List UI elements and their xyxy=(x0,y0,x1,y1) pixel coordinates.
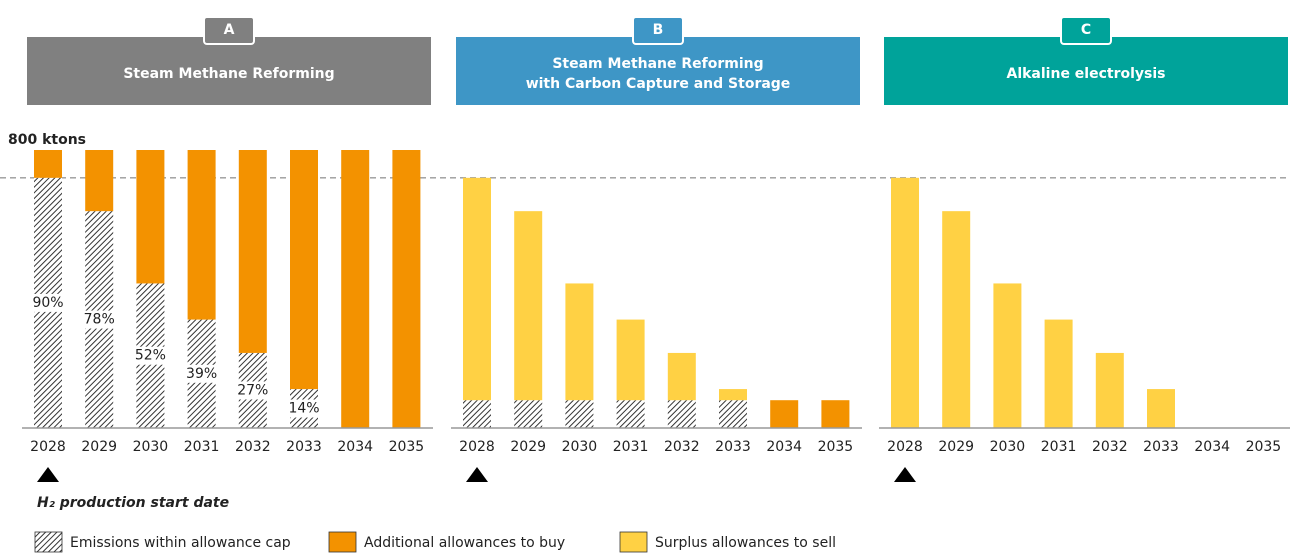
bar-segment xyxy=(1095,352,1124,428)
legend-swatch xyxy=(619,531,648,553)
x-tick-label: 2034 xyxy=(766,439,802,455)
bar-segment xyxy=(392,150,421,428)
x-tick-label: 2033 xyxy=(1143,439,1179,455)
y-tick-label: 800 ktons xyxy=(8,132,86,148)
x-tick-label: 2032 xyxy=(664,439,700,455)
legend-swatch xyxy=(34,531,63,553)
x-tick-label: 2031 xyxy=(1041,439,1077,455)
bar-segment xyxy=(34,150,62,178)
bar-segment xyxy=(85,150,114,212)
x-tick-label: 2028 xyxy=(887,439,923,455)
start-marker xyxy=(466,467,488,482)
bar-segment xyxy=(667,400,696,428)
x-tick-label: 2033 xyxy=(715,439,751,455)
bar-segment xyxy=(463,177,491,401)
bar-segment xyxy=(770,400,799,428)
label-bg xyxy=(82,310,117,329)
data-label: 14% xyxy=(288,401,319,417)
panel-header: Steam Methane Reforming xyxy=(27,37,431,105)
start-marker xyxy=(37,467,59,482)
x-tick-label: 2028 xyxy=(30,439,66,455)
x-tick-label: 2029 xyxy=(938,439,974,455)
bar-segment xyxy=(1147,389,1175,428)
bar-segment xyxy=(341,150,370,428)
bar-segment xyxy=(616,400,645,428)
label-bg xyxy=(287,399,321,418)
x-tick-label: 2029 xyxy=(81,439,117,455)
x-tick-label: 2029 xyxy=(510,439,546,455)
bar-segment xyxy=(463,400,491,428)
bar-segment xyxy=(565,400,594,428)
label-bg xyxy=(184,364,219,383)
panel-header: Steam Methane Reforming with Carbon Capt… xyxy=(456,37,860,105)
x-tick-label: 2030 xyxy=(562,439,598,455)
label-bg xyxy=(235,381,270,400)
label-bg xyxy=(31,293,65,312)
x-tick-label: 2030 xyxy=(133,439,169,455)
x-tick-label: 2032 xyxy=(1092,439,1128,455)
panel-letter: A xyxy=(203,16,255,45)
panel-header: Alkaline electrolysis xyxy=(884,37,1288,105)
x-tick-label: 2035 xyxy=(1246,439,1282,455)
annotation: H₂ production start date xyxy=(37,495,229,511)
bar-segment xyxy=(891,177,919,428)
x-tick-label: 2033 xyxy=(286,439,322,455)
x-tick-label: 2032 xyxy=(235,439,271,455)
x-tick-label: 2028 xyxy=(459,439,495,455)
bar-segment xyxy=(514,400,543,428)
bar-segment xyxy=(667,352,696,401)
bar-segment xyxy=(616,319,645,401)
data-label: 52% xyxy=(135,348,166,364)
label-bg xyxy=(133,346,168,365)
bar-segment xyxy=(238,150,267,353)
bar-segment xyxy=(136,150,165,284)
data-label: 27% xyxy=(237,382,268,398)
legend-label: Surplus allowances to sell xyxy=(655,535,836,551)
x-tick-label: 2034 xyxy=(337,439,373,455)
bar-segment xyxy=(290,150,318,390)
bar-segment xyxy=(719,400,747,428)
bar-segment xyxy=(942,211,971,428)
legend-label: Additional allowances to buy xyxy=(364,535,565,551)
x-tick-label: 2031 xyxy=(613,439,649,455)
bar-segment xyxy=(565,283,594,401)
bar-segment xyxy=(1044,319,1073,428)
bar-segment xyxy=(821,400,850,428)
panel-letter: C xyxy=(1060,16,1112,45)
x-tick-label: 2035 xyxy=(818,439,854,455)
bar-segment xyxy=(993,283,1022,428)
data-label: 78% xyxy=(84,312,115,328)
x-tick-label: 2035 xyxy=(389,439,425,455)
x-tick-label: 2034 xyxy=(1194,439,1230,455)
panel-letter: B xyxy=(632,16,684,45)
data-label: 39% xyxy=(186,366,217,382)
bar-segment xyxy=(187,150,216,320)
legend-label: Emissions within allowance cap xyxy=(70,535,291,551)
bar-segment xyxy=(514,211,543,401)
legend-swatch xyxy=(328,531,357,553)
x-tick-label: 2031 xyxy=(184,439,220,455)
data-label: 90% xyxy=(32,295,63,311)
start-marker xyxy=(894,467,916,482)
bar-segment xyxy=(719,389,747,401)
x-tick-label: 2030 xyxy=(990,439,1026,455)
